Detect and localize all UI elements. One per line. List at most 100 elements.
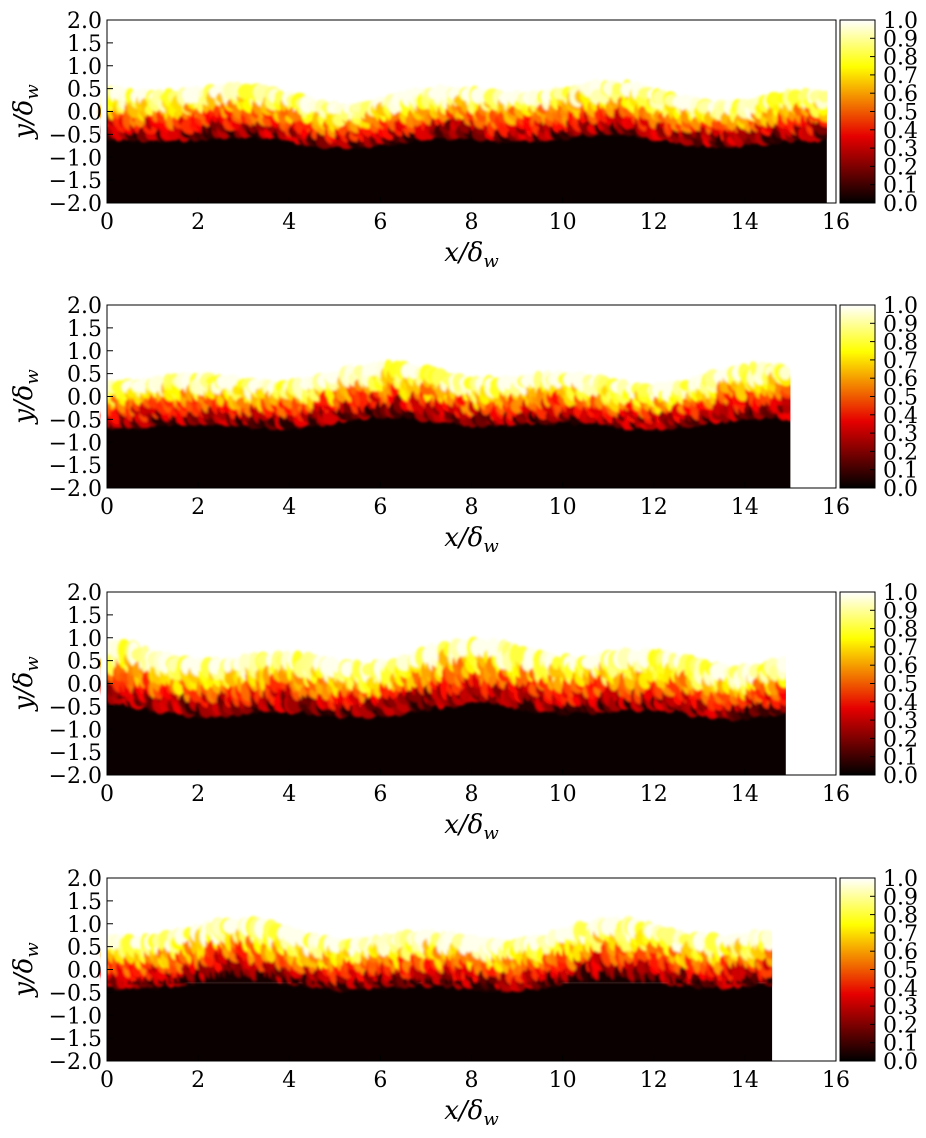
colorbar-gradient	[839, 19, 876, 204]
y-axis-label: y/δw	[9, 369, 43, 425]
colorbar-tick-label: 0.4	[883, 404, 918, 429]
y-tick-label: 1.5	[67, 317, 102, 342]
y-tick-label: 2.0	[67, 867, 102, 892]
y-tick-label: −1.5	[49, 741, 102, 766]
x-tick-label: 12	[640, 782, 668, 807]
x-tick-label: 10	[549, 782, 577, 807]
y-tick-label: −1.0	[49, 718, 102, 743]
y-tick-label: −0.5	[49, 695, 102, 720]
colorbar-tick-label: 0.2	[883, 155, 918, 180]
colorbar-tick-label: 0.4	[883, 977, 918, 1002]
field-interface	[99, 915, 780, 993]
colorbar-tick-label: 1.0	[883, 867, 918, 892]
scalar-field-1	[98, 6, 836, 217]
x-tick-label: 10	[549, 1068, 577, 1093]
y-tick-label: 0.0	[67, 673, 102, 698]
y-tick-label: 0.5	[67, 78, 102, 103]
y-tick-label: −1.5	[49, 169, 102, 194]
colorbar-gradient	[839, 304, 876, 489]
x-tick-label: 4	[282, 782, 296, 807]
colorbar-tick-label: 0.9	[883, 27, 918, 52]
colorbar-tick-label: 0.8	[883, 904, 918, 929]
y-tick-label: −0.5	[49, 408, 102, 433]
colorbar-4: 1.00.90.80.70.60.50.40.30.20.10.0	[839, 867, 918, 1075]
colorbar-tick-label: 0.2	[883, 727, 918, 752]
colorbar-1: 1.00.90.80.70.60.50.40.30.20.10.0	[839, 9, 918, 217]
colorbar-tick-label: 0.5	[883, 673, 918, 698]
x-tick-label: 8	[465, 1068, 479, 1093]
y-tick-label: −0.5	[49, 981, 102, 1006]
colorbar-tick-label: 0.0	[883, 477, 918, 502]
x-tick-label: 14	[731, 210, 759, 235]
x-tick-label: 14	[731, 782, 759, 807]
y-tick-label: 0.0	[67, 959, 102, 984]
colorbar-tick-label: 1.0	[883, 581, 918, 606]
colorbar-gradient	[839, 877, 876, 1062]
x-axis-label: x/δw	[444, 810, 499, 844]
colorbar-tick-label: 0.3	[883, 995, 918, 1020]
y-axis-label: y/δw	[9, 656, 43, 712]
field-interface	[100, 359, 799, 431]
colorbar-tick-label: 0.1	[883, 746, 918, 771]
x-tick-label: 6	[373, 782, 387, 807]
y-tick-label: 2.0	[67, 581, 102, 606]
x-axis-label: x/δw	[444, 1096, 499, 1130]
y-tick-label: −2.0	[49, 192, 102, 217]
colorbar-gradient	[839, 591, 876, 776]
y-tick-label: −2.0	[49, 764, 102, 789]
x-tick-label: 8	[465, 495, 479, 520]
colorbar-tick-label: 0.4	[883, 119, 918, 144]
colorbar-tick-label: 0.7	[883, 636, 918, 661]
colorbar-tick-label: 0.4	[883, 691, 918, 716]
y-tick-label: 0.0	[67, 386, 102, 411]
y-tick-label: 2.0	[67, 9, 102, 34]
y-tick-label: 0.5	[67, 363, 102, 388]
colorbar-3: 1.00.90.80.70.60.50.40.30.20.10.0	[839, 581, 918, 789]
y-tick-label: 1.5	[67, 890, 102, 915]
y-tick-label: 0.5	[67, 650, 102, 675]
colorbar-tick-label: 0.2	[883, 440, 918, 465]
colorbar-tick-label: 0.9	[883, 312, 918, 337]
colorbar-tick-label: 0.5	[883, 101, 918, 126]
colorbar-tick-label: 0.1	[883, 1032, 918, 1057]
y-tick-label: 1.0	[67, 913, 102, 938]
x-tick-label: 6	[373, 210, 387, 235]
y-tick-label: −1.0	[49, 1004, 102, 1029]
x-tick-label: 6	[373, 1068, 387, 1093]
y-tick-label: 1.0	[67, 627, 102, 652]
y-tick-label: 2.0	[67, 294, 102, 319]
y-tick-label: 1.0	[67, 55, 102, 80]
x-tick-label: 16	[822, 210, 850, 235]
colorbar-tick-label: 0.8	[883, 46, 918, 71]
x-tick-label: 2	[191, 782, 205, 807]
x-tick-label: 14	[731, 495, 759, 520]
colorbar-tick-label: 0.3	[883, 709, 918, 734]
y-tick-label: −1.5	[49, 1027, 102, 1052]
panel-1: 0 2 4 6 8 10 12 14 162.01.51.00.50.0−0.5−1.0−1.5…	[9, 6, 918, 272]
x-axis-label: x/δw	[444, 238, 499, 272]
scalar-field-3	[99, 578, 836, 789]
x-tick-label: 16	[822, 495, 850, 520]
x-tick-label: 10	[549, 210, 577, 235]
colorbar-tick-label: 0.1	[883, 174, 918, 199]
x-tick-label: 10	[549, 495, 577, 520]
colorbar-2: 1.00.90.80.70.60.50.40.30.20.10.0	[839, 294, 918, 502]
colorbar-tick-label: 1.0	[883, 294, 918, 319]
colorbar-tick-label: 0.5	[883, 959, 918, 984]
x-axis-label: x/δw	[444, 523, 499, 557]
x-tick-label: 0	[100, 495, 114, 520]
colorbar-tick-label: 0.8	[883, 618, 918, 643]
panel-4: 0 2 4 6 8 10 12 14 162.01.51.00.50.0−0.5−1.0−1.5…	[9, 864, 918, 1130]
y-axis-label: y/δw	[9, 942, 43, 998]
colorbar-tick-label: 0.6	[883, 940, 918, 965]
colorbar-tick-label: 0.7	[883, 349, 918, 374]
x-tick-label: 2	[191, 1068, 205, 1093]
colorbar-tick-label: 0.6	[883, 367, 918, 392]
y-tick-label: −2.0	[49, 1050, 102, 1075]
x-tick-label: 0	[100, 210, 114, 235]
colorbar-tick-label: 0.0	[883, 192, 918, 217]
panel-2: 0 2 4 6 8 10 12 14 162.01.51.00.50.0−0.5−1.0−1.5…	[9, 291, 918, 557]
x-tick-label: 0	[100, 782, 114, 807]
x-tick-label: 12	[640, 210, 668, 235]
